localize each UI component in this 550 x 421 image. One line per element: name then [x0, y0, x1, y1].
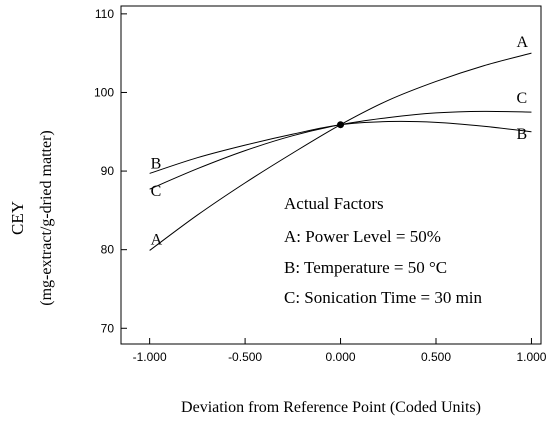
series-label-c-left: C — [151, 183, 162, 200]
annotation-line-a: A: Power Level = 50% — [284, 227, 441, 246]
annotation-line-b: B: Temperature = 50 °C — [284, 258, 447, 277]
tick-group: -1.000 -0.500 0.000 0.500 1.000 70 80 90 100 110 — [94, 7, 547, 364]
series-label-a-left: A — [151, 231, 163, 248]
x-axis-label: Deviation from Reference Point (Coded Un… — [181, 399, 481, 416]
x-tick-label: -0.500 — [228, 350, 262, 364]
y-tick-label: 110 — [95, 7, 114, 21]
reference-point-marker — [337, 121, 345, 129]
y-tick-label: 80 — [101, 243, 115, 257]
y-tick-label: 70 — [101, 321, 115, 335]
annotation-title: Actual Factors — [284, 194, 384, 213]
y-axis-sublabel: (mg-extract/g-dried matter) — [38, 130, 55, 305]
x-tick-label: 0.000 — [326, 350, 356, 364]
plot-frame — [120, 5, 542, 345]
series-line-b — [149, 120, 532, 174]
x-tick-label: -1.000 — [133, 350, 167, 364]
x-tick-label: 0.500 — [421, 350, 451, 364]
series-line-a — [149, 52, 532, 251]
y-axis-label: CEY — [8, 201, 27, 235]
actual-factors-annotation: Actual Factors A: Power Level = 50% B: T… — [284, 194, 483, 307]
y-tick-label: 90 — [101, 164, 115, 178]
series-label-c-right: C — [516, 90, 527, 107]
y-tick-label: 100 — [94, 85, 114, 99]
annotation-line-c: C: Sonication Time = 30 min — [284, 288, 483, 307]
x-tick-label: 1.000 — [516, 350, 546, 364]
series-label-b-right: B — [516, 126, 527, 143]
series-label-a-right: A — [516, 34, 528, 51]
series-label-b-left: B — [151, 155, 162, 172]
axes — [120, 5, 542, 345]
